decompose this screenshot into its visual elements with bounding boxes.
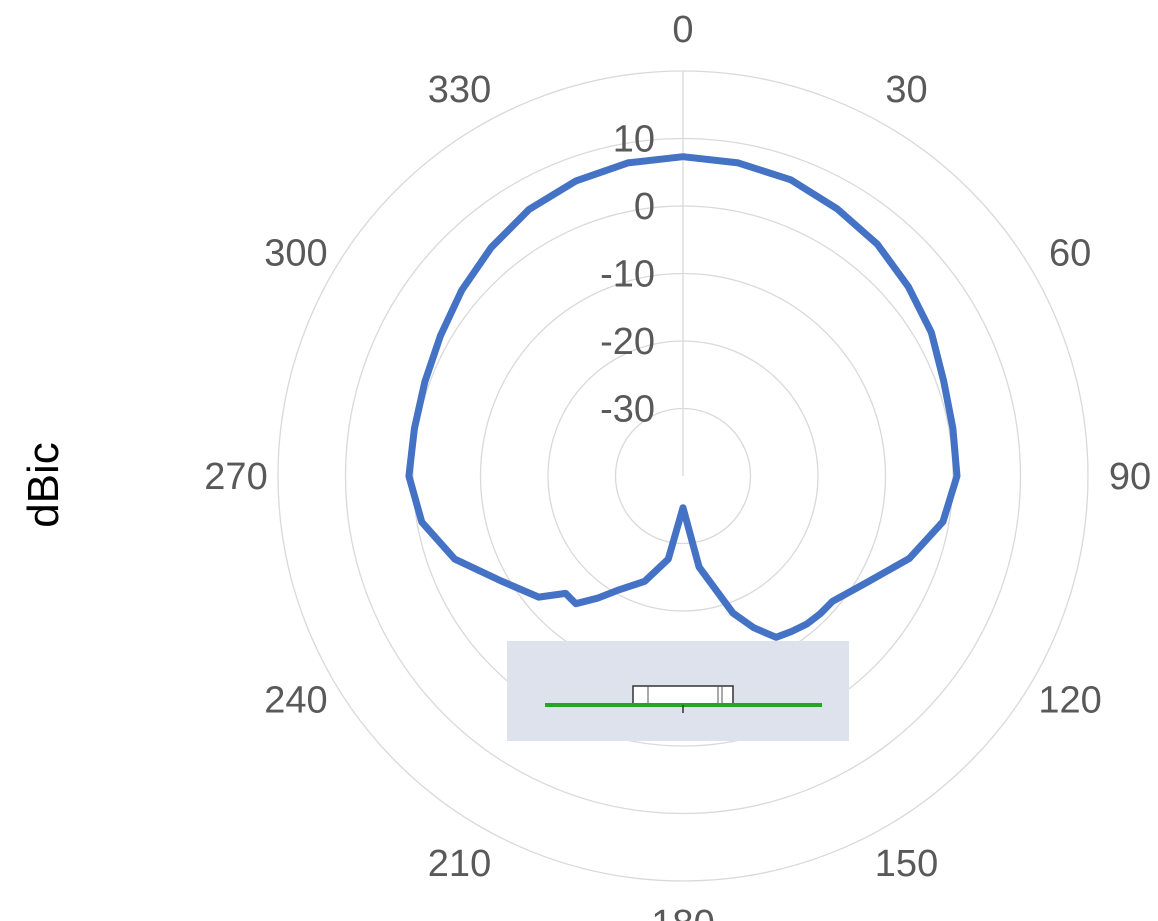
antenna-inset <box>507 641 849 741</box>
ring-label--30: -30 <box>600 389 655 431</box>
series-line-0 <box>405 153 961 641</box>
ring-labels: 10 0 -10 -20 -30 <box>600 119 655 431</box>
angle-label-0: 0 <box>672 9 693 51</box>
angle-label-210: 210 <box>428 843 491 885</box>
angle-label-240: 240 <box>264 680 327 722</box>
ring-label--20: -20 <box>600 321 655 363</box>
series-layer <box>405 153 961 641</box>
ring-label--10: -10 <box>600 254 655 296</box>
ring-label-10: 10 <box>613 119 655 161</box>
angle-label-60: 60 <box>1049 233 1091 275</box>
angle-label-120: 120 <box>1038 680 1101 722</box>
y-axis-title: dBic <box>19 442 68 528</box>
angle-label-180: 180 <box>651 903 714 921</box>
angle-label-270: 270 <box>204 456 267 498</box>
angle-label-150: 150 <box>875 843 938 885</box>
angle-label-30: 30 <box>885 69 927 111</box>
angle-label-90: 90 <box>1109 456 1151 498</box>
ring-label-0: 0 <box>634 186 655 228</box>
angle-labels: 0 30 60 90 120 150 180 210 240 270 300 330 <box>204 9 1151 921</box>
angle-label-300: 300 <box>264 233 327 275</box>
angle-label-330: 330 <box>428 69 491 111</box>
